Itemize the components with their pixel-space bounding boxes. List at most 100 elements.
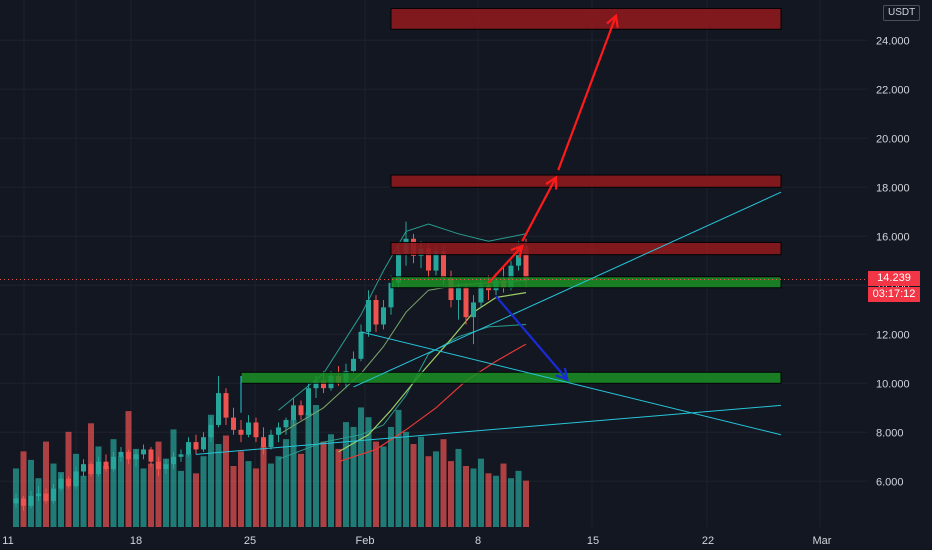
support-zone (240, 371, 782, 384)
candle-body (141, 449, 146, 455)
candle-body (388, 282, 394, 308)
current-price-badge: 14.239 (868, 271, 920, 287)
down-arrow-line (495, 295, 569, 381)
currency-label[interactable]: USDT (883, 5, 921, 21)
volume-bar (178, 470, 184, 527)
down-arrow-head (555, 367, 569, 382)
volume-bar (313, 405, 319, 527)
candle-body (36, 493, 41, 496)
candle-body (441, 251, 446, 278)
price-zones[interactable] (240, 7, 782, 384)
candle-body (58, 478, 64, 489)
candle-body (268, 434, 274, 447)
candle-body (216, 393, 221, 425)
volume-bar (118, 456, 124, 527)
candle-body (366, 300, 371, 332)
candle-body (471, 302, 476, 318)
candle-body (448, 277, 454, 300)
volume-bar (395, 409, 402, 527)
volume-bar (170, 429, 177, 527)
candle-body (208, 424, 214, 438)
volume-bar (275, 456, 282, 527)
candle-body (523, 246, 529, 281)
candle-body (21, 498, 26, 506)
up-arrow-line (487, 245, 524, 284)
candle-body (178, 454, 184, 457)
volume-bar (20, 451, 27, 527)
trendline (360, 331, 782, 436)
price-tick-label: 8.000 (876, 427, 904, 439)
time-tick-label: Feb (356, 535, 375, 547)
volume-bar (508, 478, 514, 527)
volume-bar (253, 468, 259, 527)
up-arrow-head (606, 13, 619, 28)
time-tick-label: 11 (2, 535, 13, 547)
candle-body (253, 422, 259, 438)
time-tick-label: 15 (587, 535, 599, 547)
volume-bar (80, 475, 87, 527)
trendlines[interactable] (195, 191, 782, 455)
time-axis[interactable]: 11 18 25 Feb 8 15 22 Mar (2, 535, 832, 547)
price-tick-label: 20.000 (876, 133, 910, 145)
candle-body (283, 420, 289, 428)
time-tick-label: Mar (813, 535, 832, 547)
price-tick-label: 24.000 (876, 35, 910, 47)
candle-body (126, 451, 131, 460)
volume-bar (358, 407, 364, 527)
volume-bar (380, 446, 387, 527)
candle-body (381, 307, 386, 325)
candle-body (133, 454, 139, 460)
candle-body (291, 405, 296, 421)
candle-body (51, 488, 56, 501)
volume-bar (260, 446, 267, 527)
candle-body (28, 496, 34, 506)
volume-bar (245, 461, 252, 527)
volume-bar (215, 444, 222, 527)
volume-bar (455, 448, 462, 527)
volume-bar (185, 453, 192, 527)
candle-body (66, 478, 71, 487)
candle-body (478, 285, 484, 303)
volume-bar (283, 439, 289, 527)
volume-bar (125, 411, 132, 527)
candle-body (186, 442, 191, 455)
volume-bar (163, 458, 169, 527)
volume-bars (13, 405, 529, 527)
candle-body (88, 464, 94, 474)
candle-body (238, 429, 244, 435)
candle-body (306, 388, 311, 416)
candle-body (313, 380, 319, 389)
candle-body (373, 300, 379, 325)
volume-bar (343, 422, 349, 527)
resistance-zone (390, 241, 782, 256)
candle-body (118, 451, 124, 457)
fast-moving-average-line (338, 292, 527, 453)
candle-body (516, 246, 521, 266)
time-tick-label: 18 (130, 535, 142, 547)
candle-countdown-badge: 03:17:12 (868, 287, 920, 303)
trendline (195, 404, 782, 455)
volume-bar (290, 419, 297, 527)
candle-body (193, 442, 199, 450)
volume-bar (328, 434, 334, 527)
candle-body (298, 405, 304, 416)
volume-bar (403, 431, 409, 527)
volume-bar (208, 414, 214, 527)
price-axis[interactable]: 6.0008.00010.00012.00014.00016.00018.000… (876, 35, 910, 488)
candle-body (351, 358, 356, 372)
volume-bar (133, 448, 139, 527)
volume-bar (523, 480, 529, 527)
support-zone (390, 276, 782, 289)
volume-bar (485, 473, 492, 527)
candle-body (73, 471, 79, 487)
volume-bar (493, 475, 499, 527)
resistance-zone (390, 174, 782, 188)
projection-arrows[interactable] (487, 13, 619, 382)
candle-body (261, 437, 266, 447)
time-tick-label: 22 (702, 535, 714, 547)
candle-body (171, 456, 176, 465)
candle-body (276, 427, 281, 435)
candle-body (148, 449, 154, 462)
resistance-zone (390, 7, 782, 30)
